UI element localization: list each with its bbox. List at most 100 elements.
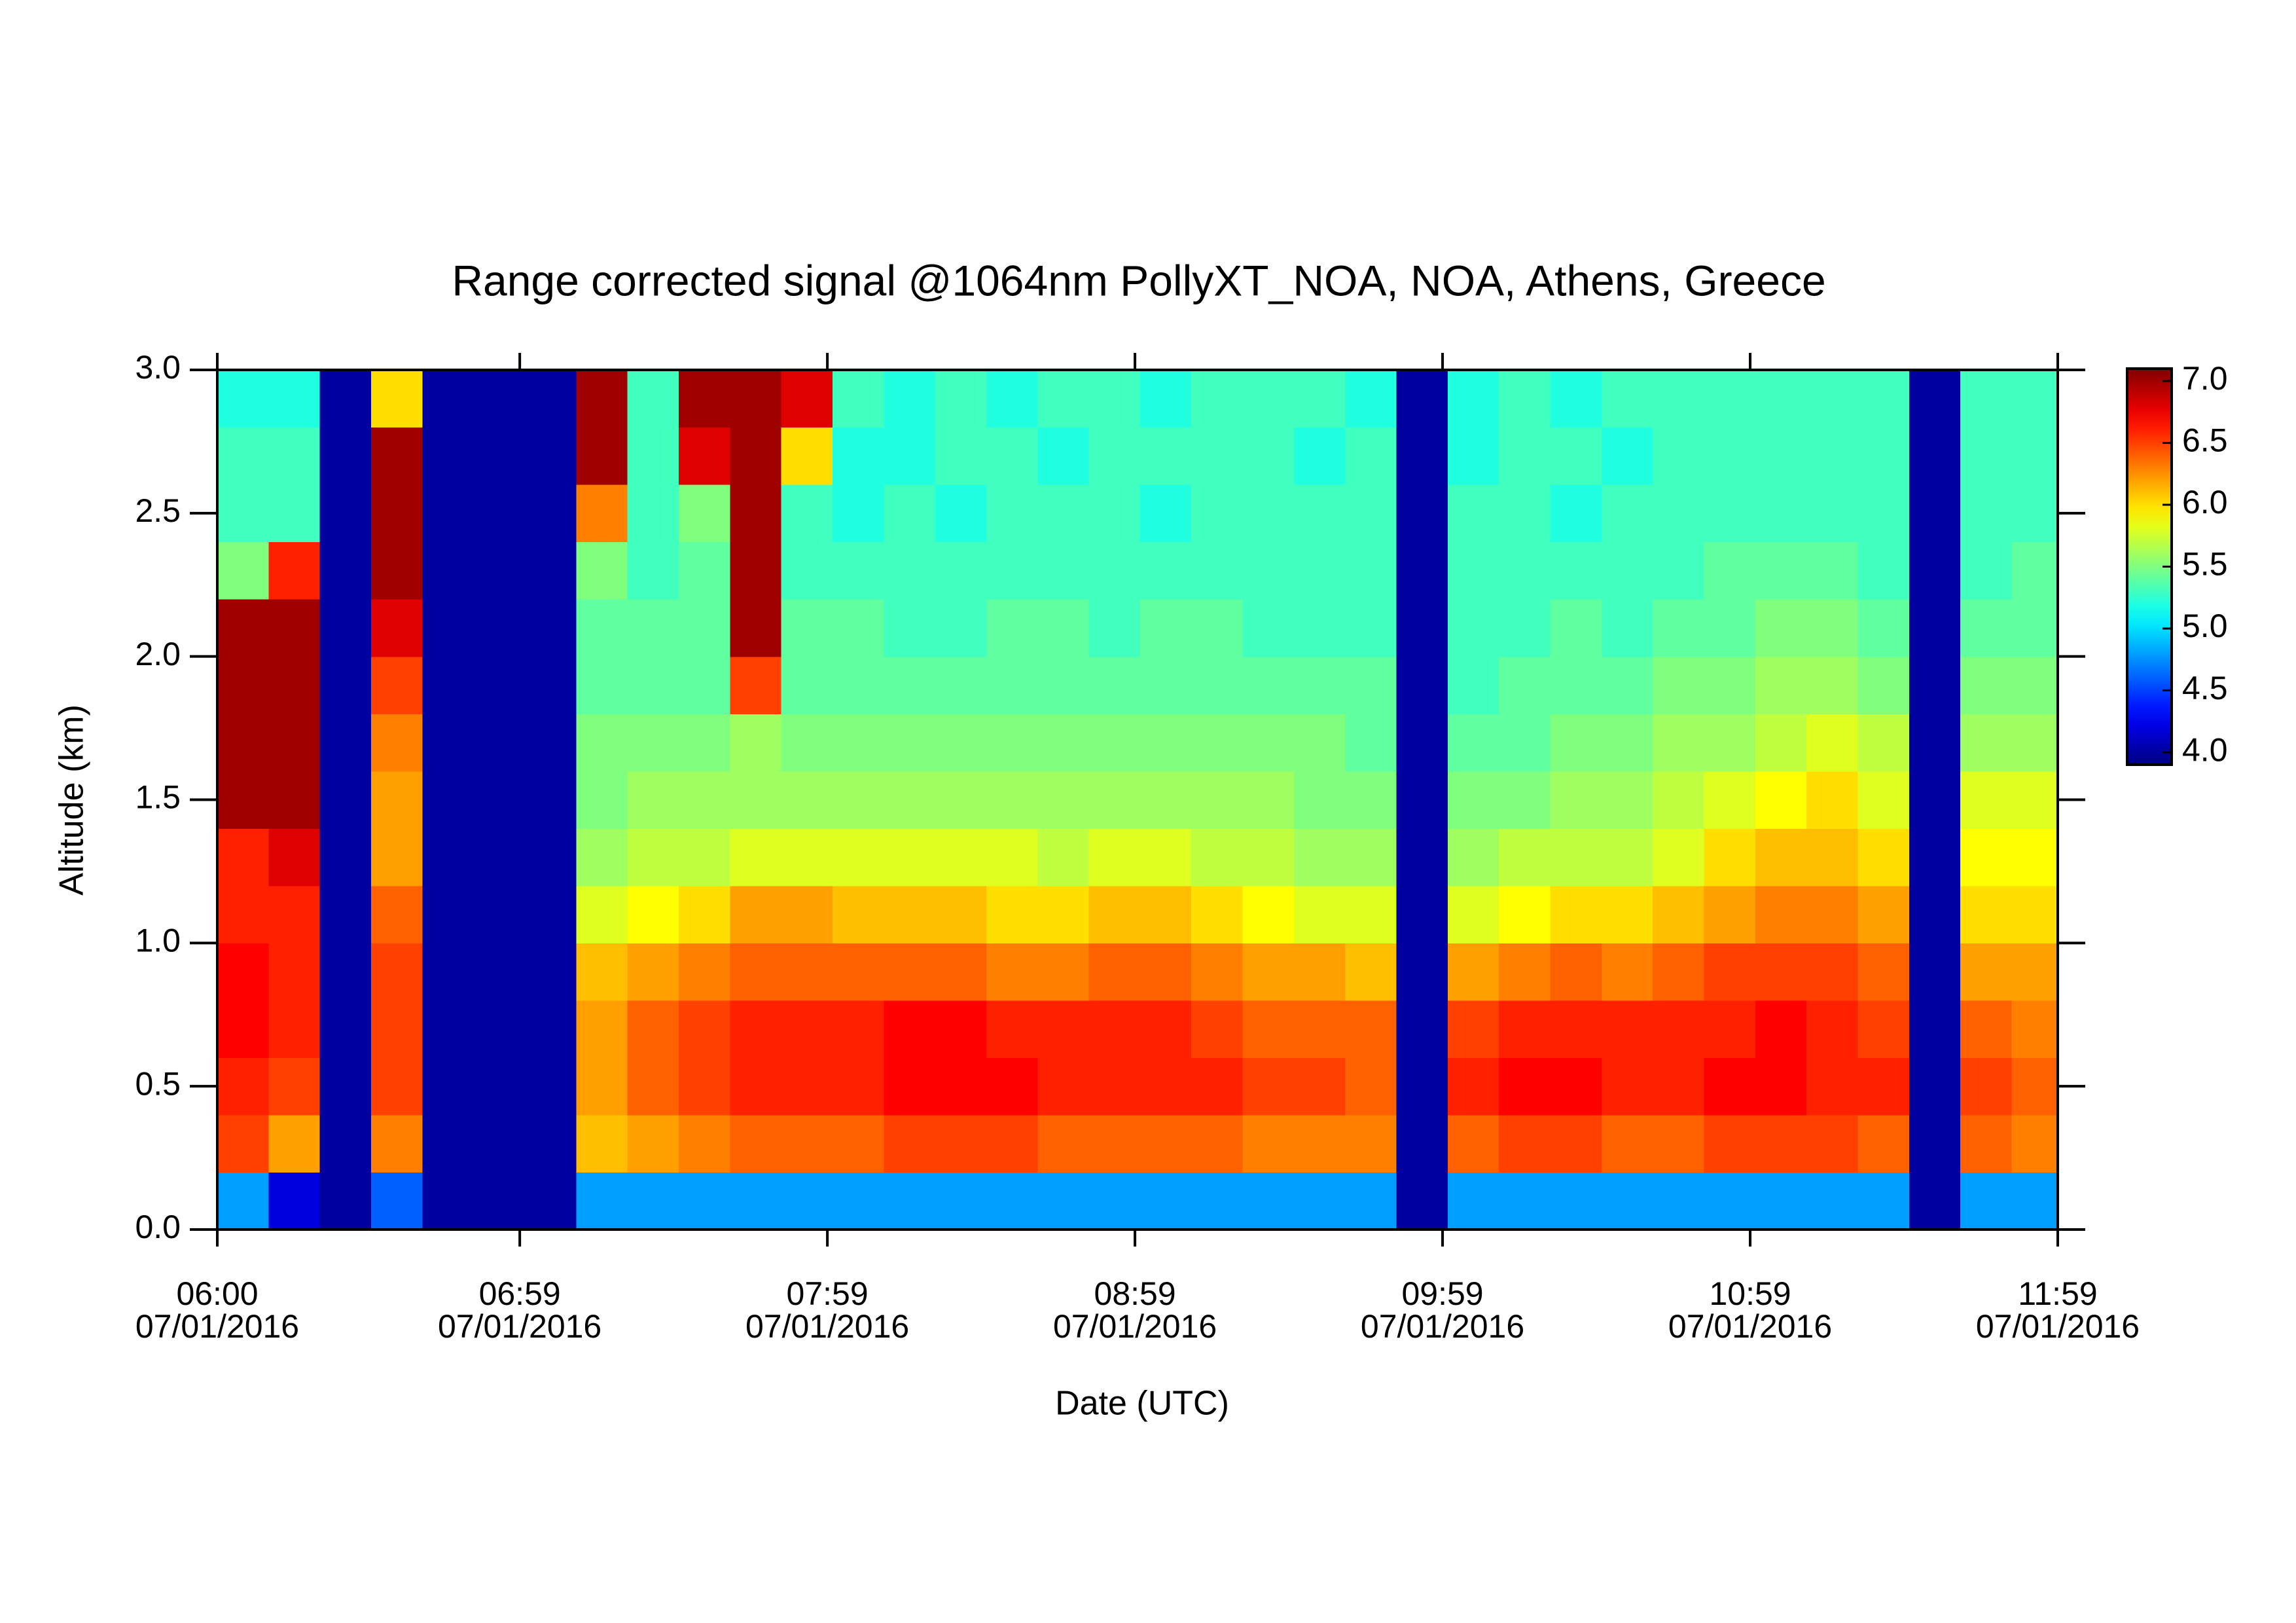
cell (1191, 599, 1244, 657)
cell (730, 1172, 782, 1230)
cell (1088, 1000, 1141, 1058)
cell (884, 541, 936, 600)
cell (473, 771, 526, 829)
x-tick-label: 08:59 (1094, 1275, 1176, 1312)
cell (1447, 370, 1499, 428)
cell (730, 885, 782, 943)
x-tick-label: 07/01/2016 (1053, 1308, 1217, 1345)
cell (1909, 1172, 1961, 1230)
cell (832, 427, 884, 485)
cell (576, 656, 628, 714)
cell (1139, 656, 1192, 714)
cell (1909, 370, 1961, 428)
cell (1704, 1172, 1756, 1230)
cell (1909, 943, 1961, 1001)
cell (268, 1172, 321, 1230)
cell (1704, 484, 1756, 543)
cell (2011, 828, 2058, 886)
cell (1755, 828, 1807, 886)
cell (832, 1172, 884, 1230)
cell (935, 828, 987, 886)
cell (1960, 541, 2013, 600)
cell (1088, 427, 1141, 485)
cell (1909, 484, 1961, 543)
cell (1601, 599, 1653, 657)
chart-title: Range corrected signal @1064nm PollyXT_N… (452, 256, 1825, 304)
cell (884, 599, 936, 657)
cell (1960, 771, 2013, 829)
cell (1960, 656, 2013, 714)
cell (884, 1000, 936, 1058)
cell (1396, 1057, 1448, 1116)
cell (319, 370, 372, 428)
cell (1857, 370, 1910, 428)
cell (1345, 1057, 1397, 1116)
cell (781, 1172, 833, 1230)
cell (1242, 1172, 1295, 1230)
cell (1704, 943, 1756, 1001)
cell (1704, 427, 1756, 485)
cell (473, 828, 526, 886)
cell (1037, 771, 1090, 829)
cell (832, 484, 884, 543)
cell (1704, 1000, 1756, 1058)
cell (1139, 1172, 1192, 1230)
cell (884, 943, 936, 1001)
cell (832, 714, 884, 772)
x-tick-label: 07/01/2016 (1361, 1308, 1524, 1345)
cell (1242, 714, 1295, 772)
cell (678, 599, 730, 657)
cell (1857, 599, 1910, 657)
cell (1653, 484, 1705, 543)
cell (1857, 828, 1910, 886)
cell (473, 484, 526, 543)
cell (576, 1172, 628, 1230)
cell (1960, 1057, 2013, 1116)
cell (1550, 771, 1602, 829)
cell (1088, 1114, 1141, 1173)
cell (1704, 599, 1756, 657)
cell (935, 370, 987, 428)
cell (1857, 1057, 1910, 1116)
cell (1447, 1057, 1499, 1116)
cell (1704, 1114, 1756, 1173)
cell (1191, 541, 1244, 600)
y-tick-label: 2.0 (135, 636, 181, 672)
cell (1499, 656, 1551, 714)
cell (1447, 885, 1499, 943)
cell (217, 828, 269, 886)
cell (1857, 541, 1910, 600)
cell (781, 885, 833, 943)
cell (2011, 599, 2058, 657)
cell (1345, 656, 1397, 714)
cell (1806, 370, 1859, 428)
cell (473, 885, 526, 943)
x-tick-label: 07/01/2016 (745, 1308, 909, 1345)
cell (2011, 370, 2058, 428)
cell (1088, 828, 1141, 886)
cell (1550, 484, 1602, 543)
cell (473, 541, 526, 600)
cell (319, 1057, 372, 1116)
cell (1704, 828, 1756, 886)
cell (370, 771, 423, 829)
cell (1396, 427, 1448, 485)
cell (1960, 370, 2013, 428)
cell (1755, 1057, 1807, 1116)
cell (1806, 885, 1859, 943)
cell (627, 541, 679, 600)
cell (1139, 1114, 1192, 1173)
cell (473, 1172, 526, 1230)
cell (1601, 541, 1653, 600)
cell (986, 828, 1038, 886)
cell (1909, 1114, 1961, 1173)
cell (524, 1057, 577, 1116)
cell (576, 1114, 628, 1173)
cell (1447, 1172, 1499, 1230)
cell (1499, 943, 1551, 1001)
cell (422, 1000, 475, 1058)
cell (678, 1172, 730, 1230)
x-tick-label: 07/01/2016 (1976, 1308, 2140, 1345)
cell (1293, 599, 1346, 657)
